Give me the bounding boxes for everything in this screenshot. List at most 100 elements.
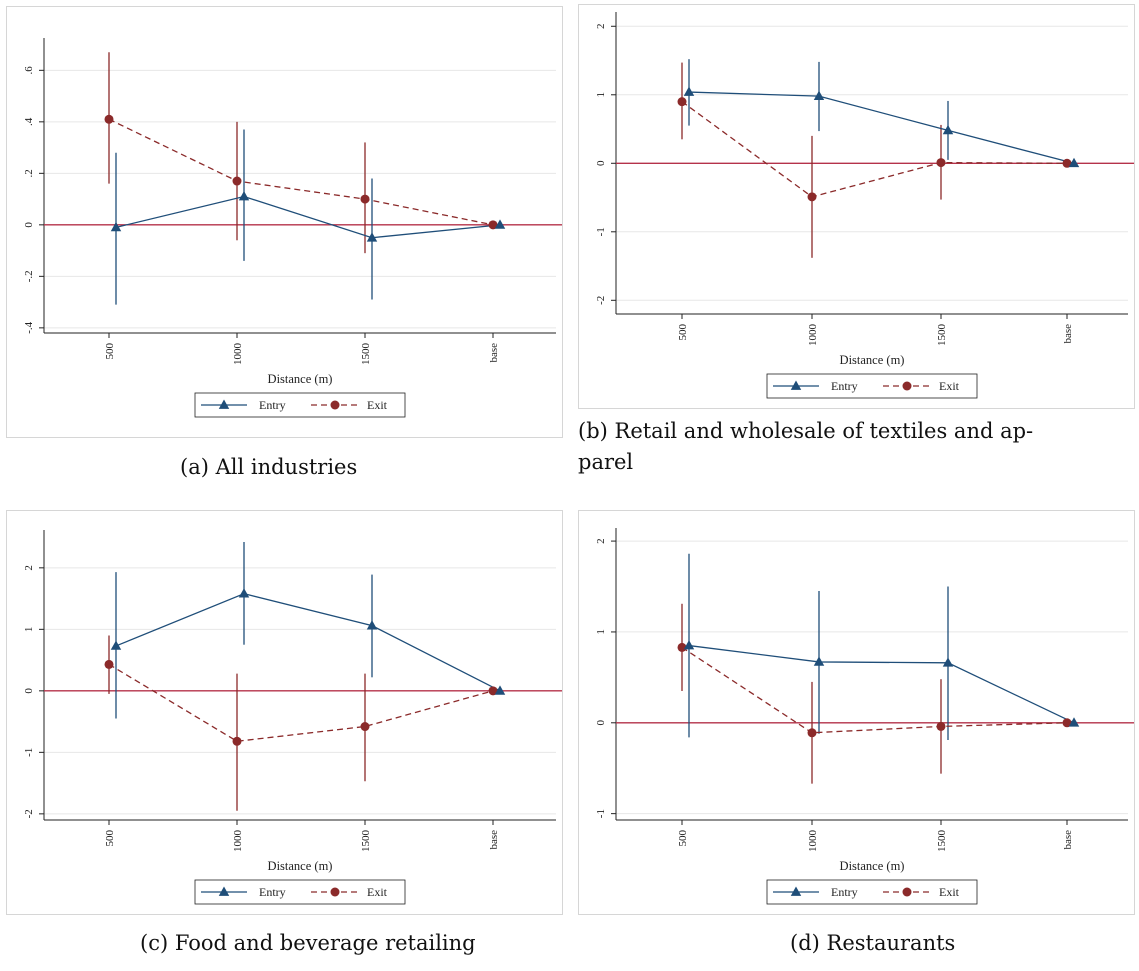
- legend-exit-label: Exit: [939, 885, 960, 899]
- chart-frame: [578, 510, 1135, 915]
- legend-exit-marker: [902, 887, 912, 897]
- y-tick-label: -.4: [23, 321, 35, 333]
- x-tick-label: 1000: [232, 343, 244, 366]
- x-axis: 500 1000 1500 base: [104, 333, 500, 365]
- x-tick-label: 1500: [360, 343, 372, 366]
- entry-line: [688, 91, 1075, 164]
- y-tick-label: 0: [595, 720, 607, 726]
- entry-line: [115, 592, 501, 692]
- x-tick-label: 500: [104, 343, 116, 360]
- legend: Entry Exit: [766, 879, 978, 905]
- y-tick-label: -2: [595, 296, 607, 305]
- exit-point: [232, 736, 242, 746]
- entry-point: [494, 685, 506, 695]
- entry-point: [238, 588, 250, 598]
- x-tick-label: 500: [677, 830, 689, 847]
- legend-box: [766, 879, 978, 905]
- entry-line: [115, 195, 501, 239]
- exit-point: [1062, 718, 1072, 728]
- chart-frame: [6, 6, 563, 438]
- y-tick-label: 2: [595, 24, 607, 30]
- chart-a: -.4 -.2 0 .2 .4 .6 500 1000 1500 base Distance (m)…: [6, 6, 563, 438]
- y-tick-label: 2: [23, 565, 35, 571]
- y-tick-label: 0: [595, 160, 607, 166]
- legend-exit-marker: [902, 381, 912, 391]
- exit-line: [681, 101, 1068, 198]
- legend: Entry Exit: [194, 879, 406, 905]
- legend-box: [194, 879, 406, 905]
- legend: Entry Exit: [766, 373, 978, 399]
- x-tick-label: 1000: [807, 324, 819, 347]
- entry-point: [366, 620, 378, 630]
- y-tick-label: .6: [23, 66, 35, 75]
- entry-point: [813, 90, 825, 101]
- legend-entry-label: Entry: [259, 398, 286, 412]
- x-tick-label: base: [488, 343, 500, 363]
- y-tick-label: -1: [595, 227, 607, 236]
- y-tick-label: 1: [595, 629, 607, 635]
- y-tick-label: 2: [595, 538, 607, 544]
- y-tick-label: -.2: [23, 270, 35, 282]
- x-tick-label: base: [488, 830, 500, 850]
- caption-a: (a) All industries: [180, 455, 358, 479]
- legend-exit-marker: [330, 887, 340, 897]
- x-axis-title: Distance (m): [840, 353, 905, 367]
- exit-point: [936, 721, 946, 731]
- entry-line: [688, 644, 1075, 724]
- y-tick-label: 0: [23, 688, 35, 694]
- caption-b: (b) Retail and wholesale of textiles and…: [578, 416, 1138, 478]
- legend-entry-label: Entry: [259, 885, 286, 899]
- x-axis-title: Distance (m): [268, 859, 333, 873]
- y-tick-label: .4: [23, 117, 35, 126]
- exit-point: [807, 192, 817, 202]
- entry-point: [238, 191, 250, 201]
- y-tick-label: 0: [23, 222, 35, 228]
- exit-point: [807, 728, 817, 738]
- exit-line: [108, 118, 494, 226]
- entry-point: [1068, 157, 1080, 168]
- exit-point: [677, 97, 687, 107]
- y-tick-label: 1: [595, 92, 607, 98]
- caption-c: (c) Food and beverage retailing: [140, 931, 476, 955]
- legend-entry-marker: [218, 399, 230, 409]
- x-tick-label: 500: [104, 830, 116, 847]
- x-tick-label: 1500: [360, 830, 372, 853]
- y-tick-label: -1: [595, 809, 607, 818]
- legend-entry-marker: [790, 380, 802, 390]
- x-axis: 500 1000 1500 base: [104, 820, 500, 852]
- exit-point: [232, 176, 242, 186]
- entry-point: [110, 221, 122, 232]
- entry-point: [813, 656, 825, 666]
- entry-point: [110, 640, 122, 650]
- exit-point: [104, 659, 114, 669]
- legend-exit-label: Exit: [367, 398, 388, 412]
- y-tick-label: 1: [23, 627, 35, 633]
- exit-point: [488, 220, 498, 230]
- entry-point: [683, 86, 695, 96]
- exit-line: [681, 646, 1068, 734]
- legend-exit-label: Exit: [939, 379, 960, 393]
- x-axis-title: Distance (m): [840, 859, 905, 873]
- legend-entry-label: Entry: [831, 885, 858, 899]
- entry-point: [1068, 717, 1080, 727]
- legend-entry-label: Entry: [831, 379, 858, 393]
- caption-d: (d) Restaurants: [790, 931, 956, 955]
- y-tick-label: -1: [23, 748, 35, 757]
- exit-line: [108, 663, 494, 742]
- exit-point: [360, 722, 370, 732]
- x-tick-label: 1000: [232, 830, 244, 853]
- chart-frame: [6, 510, 563, 915]
- exit-point: [1062, 158, 1072, 168]
- x-tick-label: 1500: [936, 830, 948, 853]
- entry-point: [683, 640, 695, 650]
- x-tick-label: 1500: [936, 324, 948, 347]
- chart-panel-a: -.4 -.2 0 .2 .4 .6 500 1000 1500 base Distance (m)…: [6, 6, 563, 438]
- chart-panel-b: -2 -1 0 1 2 500 1000 1500 base Distance (m) Entry E…: [578, 4, 1135, 409]
- caption-b-line-2: parel: [578, 450, 634, 474]
- legend-exit-marker: [330, 400, 340, 410]
- entry-point: [366, 232, 378, 242]
- x-tick-label: 500: [677, 324, 689, 341]
- x-axis-title: Distance (m): [268, 372, 333, 386]
